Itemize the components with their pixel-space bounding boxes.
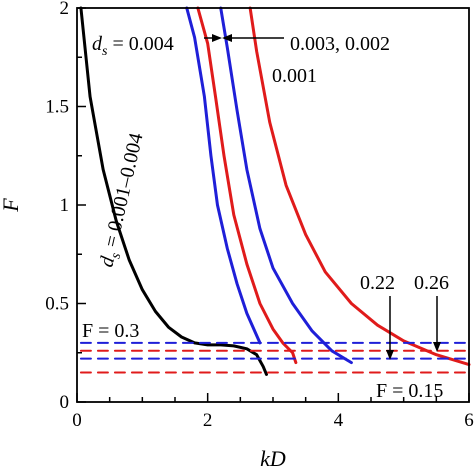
- ds-value: = 0.004: [107, 33, 173, 55]
- x-tick-label-1: 2: [203, 410, 213, 431]
- x-tick-label-3: 6: [464, 410, 474, 431]
- annotation-rotated-ds: ds = 0.001–0.004: [95, 131, 151, 270]
- y-tick-label-0: 0: [60, 392, 70, 413]
- curve-blue-3: [219, 6, 353, 365]
- y-tick-label-1: 0.5: [45, 294, 69, 315]
- annotation-f-015: F = 0.15: [376, 380, 443, 402]
- y-tick-label-3: 1.5: [45, 97, 69, 118]
- ds-symbol: d: [92, 33, 103, 55]
- y-axis-title: F: [0, 198, 23, 213]
- annotation-0001: 0.001: [272, 65, 317, 87]
- y-tick-label-4: 2: [60, 0, 70, 19]
- ticks-layer: 0 2 4 6 0 0.5 1 1.5 2: [45, 0, 474, 431]
- series-layer: [79, 6, 471, 376]
- y-tick-label-2: 1: [60, 195, 70, 216]
- rotated-ds-value: = 0.001–0.004: [99, 131, 148, 254]
- annotation-ds-0004: ds = 0.004: [92, 33, 174, 59]
- arrow-ds-0004-head: [212, 34, 222, 42]
- x-tick-label-2: 4: [334, 410, 344, 431]
- curve-red-2: [196, 6, 298, 365]
- arrow-022-head: [386, 350, 394, 360]
- arrow-0003-head: [222, 34, 232, 42]
- annotation-022: 0.22: [360, 272, 395, 294]
- rotated-ds-subscript: s: [108, 251, 124, 260]
- annotation-f-03: F = 0.3: [82, 320, 139, 342]
- x-axis-title: kD: [260, 446, 286, 471]
- arrow-026-head: [433, 342, 441, 352]
- curve-red-4: [248, 6, 471, 367]
- annotation-026: 0.26: [414, 272, 449, 294]
- curve-blue-1: [185, 6, 262, 345]
- ds-subscript: s: [102, 44, 108, 59]
- x-tick-label-0: 0: [72, 410, 82, 431]
- annotation-0003-0002: 0.003, 0.002: [290, 33, 390, 55]
